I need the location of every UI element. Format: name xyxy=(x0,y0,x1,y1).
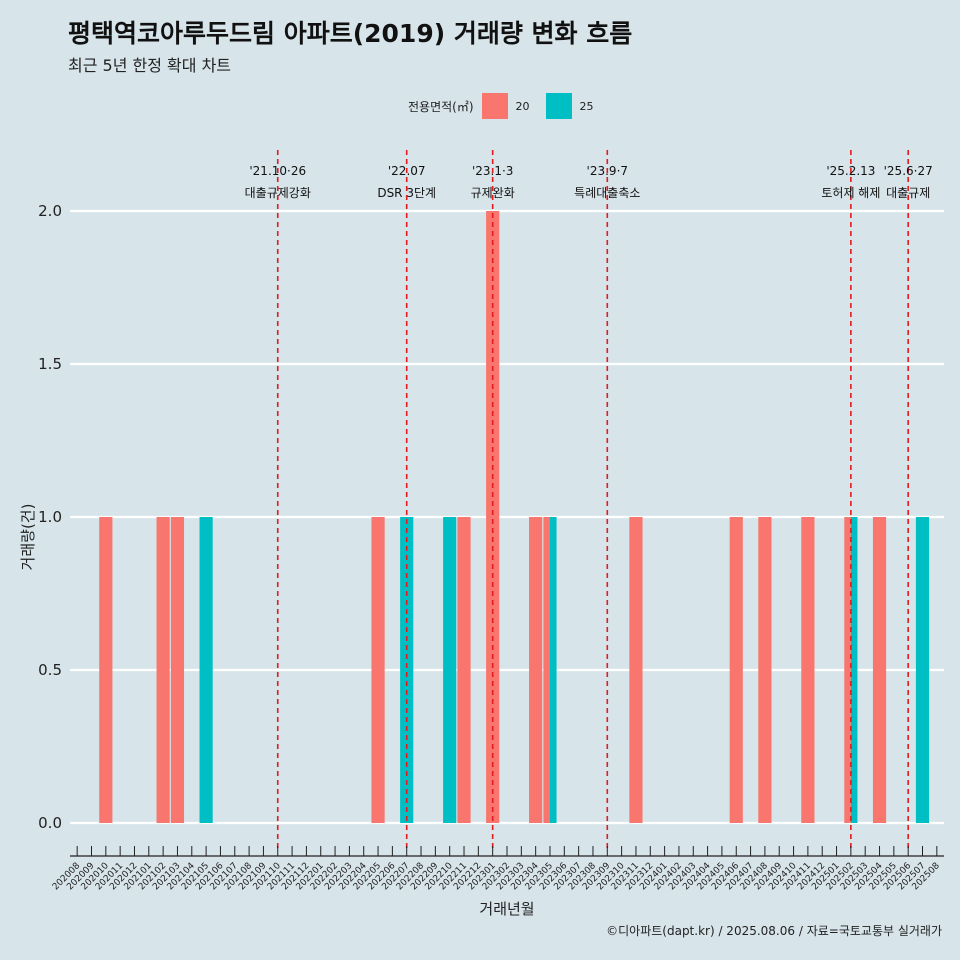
event-label: 규제완화 xyxy=(471,186,515,200)
legend-key-20 xyxy=(481,93,508,119)
bar-25-202507 xyxy=(915,517,930,823)
bar-20-202408 xyxy=(758,517,772,823)
legend: 전용면적(㎡) 20 25 xyxy=(408,93,610,119)
y-tick-label: 1.5 xyxy=(38,355,62,373)
event-label: 토허제 해제 xyxy=(821,186,880,200)
event-label: 특례대출축소 xyxy=(574,186,640,200)
event-date-label: '25.6·27 xyxy=(884,164,933,178)
event-label: DSR 3단계 xyxy=(377,186,436,200)
bar-20-202304 xyxy=(529,517,543,823)
source-caption: ©디아파트(dapt.kr) / 2025.08.06 / 자료=국토교통부 실… xyxy=(606,924,942,938)
event-label: 대출규제 xyxy=(886,186,930,200)
bar-20-202211 xyxy=(457,517,471,823)
bar-20-202502 xyxy=(844,517,851,823)
y-axis-title: 거래량(건) xyxy=(19,504,37,571)
y-tick-label: 2.0 xyxy=(38,202,62,220)
chart-title: 평택역코아루두드림 아파트(2019) 거래량 변화 흐름 xyxy=(68,19,633,48)
event-date-label: '23.1·3 xyxy=(472,164,513,178)
bar-25-202105 xyxy=(199,517,213,823)
bar-20-202305 xyxy=(543,517,550,823)
bar-25-202207 xyxy=(400,517,414,823)
event-date-label: '21.10·26 xyxy=(249,164,306,178)
y-tick-label: 0.5 xyxy=(38,661,62,679)
bar-25-202502 xyxy=(850,517,858,823)
legend-key-25 xyxy=(545,93,572,119)
legend-label-25: 25 xyxy=(579,99,594,113)
bar-25-202210 xyxy=(443,517,457,823)
y-tick-label: 0.0 xyxy=(38,814,62,832)
bar-20-202411 xyxy=(801,517,815,823)
y-tick-label: 1.0 xyxy=(38,508,62,526)
event-date-label: '23.9·7 xyxy=(587,164,628,178)
legend-label-20: 20 xyxy=(515,99,530,113)
bar-20-202010 xyxy=(99,517,113,823)
event-date-label: '25.2.13 xyxy=(826,164,875,178)
bar-20-202102 xyxy=(156,517,170,823)
bar-20-202311 xyxy=(629,517,643,823)
event-date-label: '22.07 xyxy=(388,164,426,178)
event-label: 대출규제강화 xyxy=(245,186,311,200)
bar-20-202205 xyxy=(371,517,385,823)
bar-20-202103 xyxy=(170,517,185,823)
bar-20-202504 xyxy=(872,517,887,823)
x-axis-title: 거래년월 xyxy=(479,900,534,918)
bar-25-202305 xyxy=(549,517,557,823)
chart-subtitle: 최근 5년 한정 확대 차트 xyxy=(68,56,232,75)
bar-20-202406 xyxy=(729,517,743,823)
bar-20-202301 xyxy=(486,211,500,823)
legend-title: 전용면적(㎡) xyxy=(408,99,474,114)
